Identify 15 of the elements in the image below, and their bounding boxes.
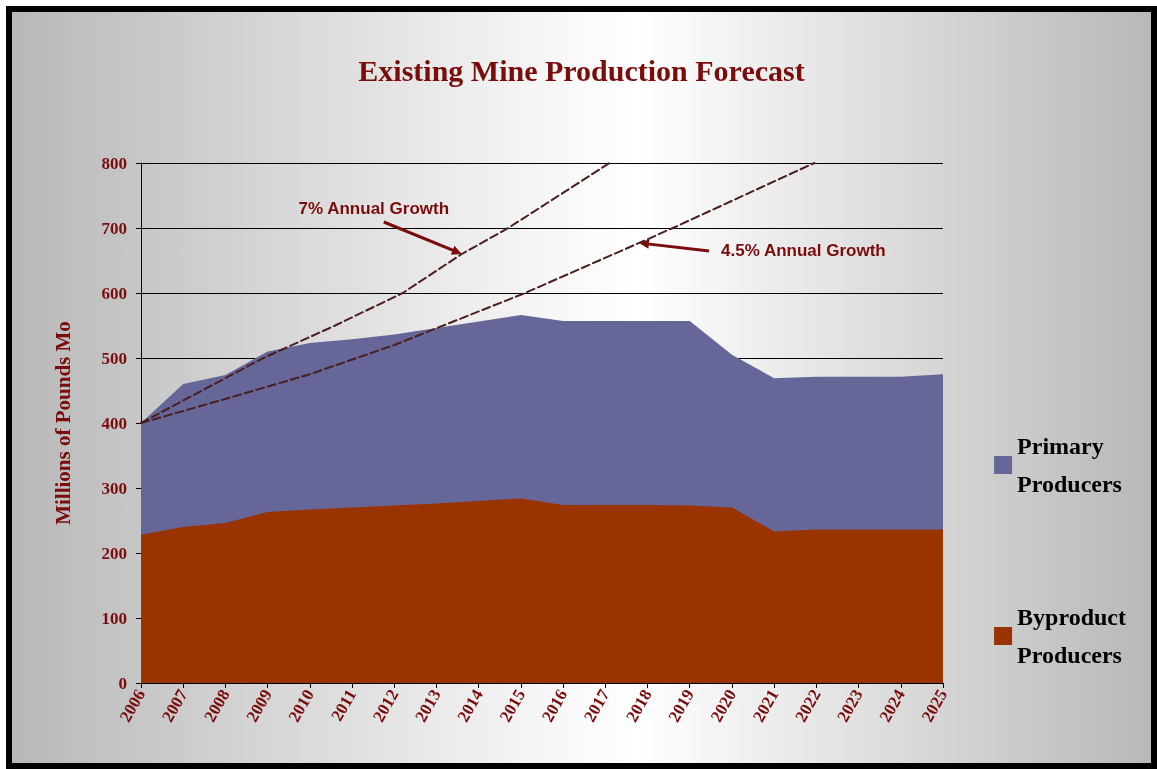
y-tick-label: 300 [101, 478, 127, 498]
y-axis-title: Millions of Pounds Mo [50, 321, 75, 525]
y-tick-label: 800 [101, 153, 127, 173]
y-tick-label: 200 [101, 543, 127, 563]
annotation: 7% Annual Growth [298, 198, 450, 218]
y-tick-label: 0 [118, 673, 127, 693]
y-tick-label: 700 [101, 218, 127, 238]
y-tick-label: 500 [101, 348, 127, 368]
chart-title: Existing Mine Production Forecast [358, 53, 805, 87]
annotation: 4.5% Annual Growth [721, 241, 886, 261]
y-tick-label: 600 [101, 283, 127, 303]
legend-label: Primary Producers [1017, 433, 1122, 497]
y-tick-label: 100 [101, 608, 127, 628]
y-tick-label: 400 [101, 413, 127, 433]
legend-label: Byproduct Producers [1017, 604, 1127, 668]
